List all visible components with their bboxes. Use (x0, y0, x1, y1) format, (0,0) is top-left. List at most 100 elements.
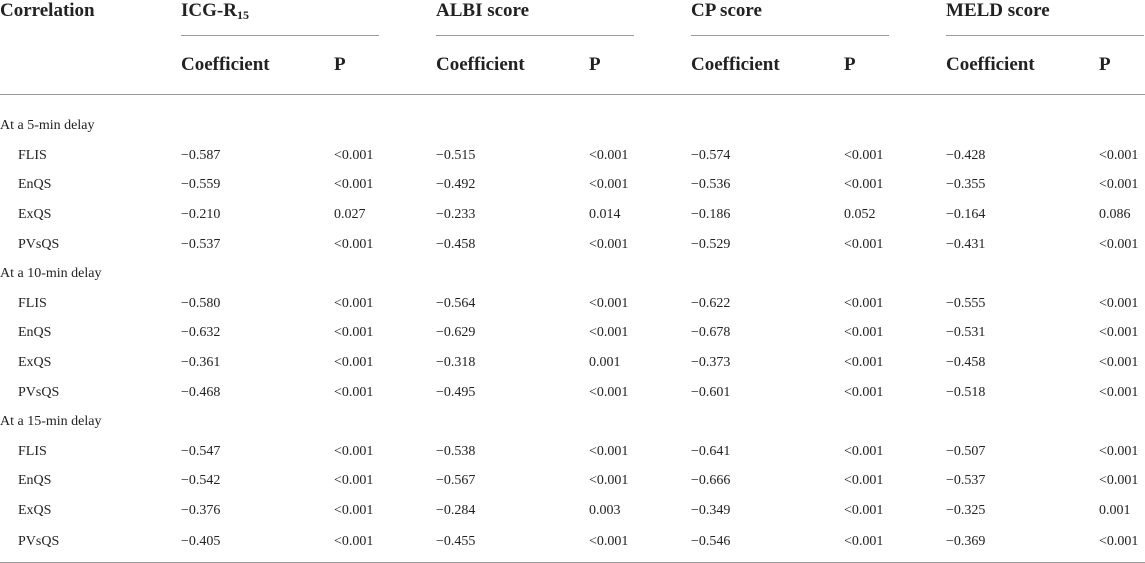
p-value-cell: <0.001 (1099, 177, 1139, 193)
p-value-cell: <0.001 (844, 177, 884, 193)
coefficient-cell: −0.587 (181, 147, 221, 163)
header-group-row: Correlation ICG-R15 ALBI score CP score … (0, 0, 1145, 36)
coefficient-cell: −0.629 (436, 325, 476, 341)
table-row: PVsQS −0.468 <0.001 −0.495 <0.001 −0.601 <0.00… (0, 378, 1145, 408)
p-value-cell: <0.001 (334, 354, 374, 370)
p-value-cell: <0.001 (844, 325, 884, 341)
coefficient-cell: −0.492 (436, 177, 476, 193)
coefficient-cell: −0.284 (436, 502, 476, 518)
row-label-header: Correlation (0, 0, 95, 21)
header-sub-row: Coefficient P Coefficient P Coefficient … (0, 36, 1145, 95)
coefficient-cell: −0.567 (436, 473, 476, 489)
table-row: FLIS −0.580 <0.001 −0.564 <0.001 −0.622 <0.001… (0, 289, 1145, 319)
p-value-cell: <0.001 (334, 384, 374, 400)
p-value-cell: <0.001 (1099, 325, 1139, 341)
coefficient-cell: −0.632 (181, 325, 221, 341)
section-row: At a 15-min delay (0, 407, 1145, 437)
p-value-cell: <0.001 (1099, 147, 1139, 163)
section-label: At a 5-min delay (0, 118, 95, 133)
coefficient-cell: −0.233 (436, 206, 476, 222)
p-value-cell: <0.001 (844, 354, 884, 370)
coefficient-cell: −0.369 (946, 525, 1100, 563)
p-value-cell: 0.086 (1099, 206, 1131, 222)
coefficient-cell: −0.601 (691, 384, 731, 400)
p-value-cell: <0.001 (844, 147, 884, 163)
p-value-cell: 0.014 (589, 206, 621, 222)
coefficient-cell: −0.349 (691, 502, 731, 518)
coefficient-cell: −0.376 (181, 502, 221, 518)
group-header-albi: ALBI score (436, 0, 691, 36)
p-value-cell: <0.001 (1099, 354, 1139, 370)
coefficient-cell: −0.538 (436, 443, 476, 459)
p-value-cell: 0.027 (334, 206, 366, 222)
p-value-cell: <0.001 (334, 502, 374, 518)
coefficient-cell: −0.495 (436, 384, 476, 400)
p-value-cell: <0.001 (334, 147, 374, 163)
section-row: At a 10-min delay (0, 259, 1145, 289)
coefficient-cell: −0.678 (691, 325, 731, 341)
p-value-cell: <0.001 (1099, 236, 1139, 252)
group-underline (436, 35, 635, 36)
coefficient-cell: −0.318 (436, 354, 476, 370)
p-value-cell: <0.001 (589, 295, 629, 311)
coefficient-cell: −0.574 (691, 147, 731, 163)
p-value-cell: <0.001 (334, 236, 374, 252)
row-label: ExQS (18, 206, 52, 222)
table-body: At a 5-min delay FLIS −0.587 <0.001 −0.515 <0… (0, 95, 1145, 563)
p-header: P (334, 36, 437, 95)
group-underline (946, 35, 1145, 36)
row-label: ExQS (18, 354, 52, 370)
coefficient-cell: −0.458 (946, 354, 986, 370)
p-value-cell: <0.001 (589, 525, 692, 563)
p-value-cell: <0.001 (844, 295, 884, 311)
p-value-cell: <0.001 (334, 525, 437, 563)
coefficient-cell: −0.546 (691, 525, 845, 563)
coefficient-cell: −0.428 (946, 147, 986, 163)
p-header: P (1099, 36, 1145, 95)
coefficient-header: Coefficient (181, 36, 334, 95)
p-value-cell: <0.001 (334, 295, 374, 311)
p-value-cell: <0.001 (844, 525, 947, 563)
coefficient-cell: −0.555 (946, 295, 986, 311)
p-value-cell: <0.001 (589, 236, 629, 252)
coefficient-cell: −0.547 (181, 443, 221, 459)
coefficient-header: Coefficient (691, 36, 845, 95)
group-underline (181, 35, 379, 36)
coefficient-header: Coefficient (436, 36, 590, 95)
p-value-cell: <0.001 (589, 147, 629, 163)
coefficient-cell: −0.564 (436, 295, 476, 311)
coefficient-cell: −0.355 (946, 177, 986, 193)
group-title: ALBI score (436, 0, 530, 21)
p-value-cell: <0.001 (1099, 525, 1145, 563)
coefficient-cell: −0.468 (181, 384, 221, 400)
p-value-cell: <0.001 (334, 177, 374, 193)
group-header-cp: CP score (691, 0, 946, 36)
table-header: Correlation ICG-R15 ALBI score CP score … (0, 0, 1145, 95)
coefficient-cell: −0.507 (946, 443, 986, 459)
row-label: PVsQS (18, 236, 60, 252)
p-value-cell: 0.003 (589, 502, 621, 518)
section-row: At a 5-min delay (0, 95, 1145, 142)
p-value-cell: <0.001 (1099, 443, 1139, 459)
row-label: FLIS (18, 147, 47, 163)
row-label: FLIS (18, 443, 47, 459)
coefficient-cell: −0.580 (181, 295, 221, 311)
p-value-cell: <0.001 (844, 384, 884, 400)
coefficient-cell: −0.641 (691, 443, 731, 459)
coefficient-cell: −0.537 (181, 236, 221, 252)
table-row: PVsQS −0.537 <0.001 −0.458 <0.001 −0.529 <0.00… (0, 230, 1145, 260)
table-row: EnQS −0.559 <0.001 −0.492 <0.001 −0.536 <0.001… (0, 171, 1145, 201)
group-title: CP score (691, 0, 762, 21)
p-value-cell: <0.001 (334, 325, 374, 341)
p-value-cell: 0.052 (844, 206, 876, 222)
row-label: EnQS (18, 177, 52, 193)
row-label: ExQS (18, 502, 52, 518)
coefficient-cell: −0.666 (691, 473, 731, 489)
p-value-cell: 0.001 (1099, 502, 1131, 518)
p-value-cell: <0.001 (844, 473, 884, 489)
header-blank-cell (0, 36, 181, 95)
section-label: At a 15-min delay (0, 414, 102, 430)
p-value-cell: 0.001 (589, 354, 621, 370)
p-value-cell: <0.001 (589, 473, 629, 489)
